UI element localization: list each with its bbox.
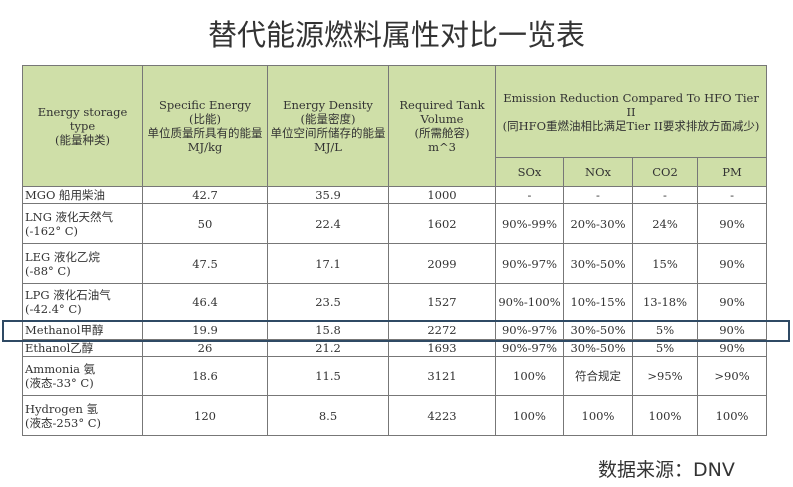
cell-name: Hydrogen 氢 (液态-253° C) bbox=[22, 395, 143, 436]
header-emission: Emission Reduction Compared To HFO Tier … bbox=[494, 65, 768, 158]
cell-nox: 30%-50% bbox=[563, 243, 633, 284]
table-row: LPG 液化石油气 (-42.4° C) 46.4 23.5 1527 90%-100%… bbox=[22, 283, 768, 321]
cell-pm: 90% bbox=[696, 203, 768, 244]
highlight-box-methanol bbox=[2, 320, 790, 342]
table-row: Ethanol乙醇 26 21.2 1693 90%-97% 30%-50% 5% 90% bbox=[22, 339, 768, 357]
cell-pm: >90% bbox=[696, 356, 768, 396]
cell-sox: 90%-97% bbox=[495, 339, 564, 357]
cell-density: 22.4 bbox=[267, 203, 389, 244]
cell-name: Ammonia 氨 (液态-33° C) bbox=[22, 356, 143, 396]
cell-specific: 50 bbox=[142, 203, 268, 244]
cell-pm: 90% bbox=[696, 339, 768, 357]
cell-name: LNG 液化天然气 (-162° C) bbox=[22, 203, 143, 244]
cell-nox: 100% bbox=[563, 395, 633, 436]
page-title: 替代能源燃料属性对比一览表 bbox=[207, 18, 585, 52]
cell-nox: 20%-30% bbox=[563, 203, 633, 244]
header-tank-volume: Required Tank Volume (所需舱容) m^3 bbox=[388, 65, 496, 187]
cell-sox: 90%-100% bbox=[495, 283, 564, 321]
cell-sox: 100% bbox=[495, 356, 564, 396]
cell-specific: 120 bbox=[142, 395, 268, 436]
cell-specific: 47.5 bbox=[142, 243, 268, 284]
cell-name: Ethanol乙醇 bbox=[22, 339, 143, 357]
cell-name: LPG 液化石油气 (-42.4° C) bbox=[22, 283, 143, 321]
cell-specific: 18.6 bbox=[142, 356, 268, 396]
header-co2: CO2 bbox=[632, 157, 698, 187]
header-sox: SOx bbox=[495, 157, 564, 187]
cell-specific: 26 bbox=[142, 339, 268, 357]
table-row: Ammonia 氨 (液态-33° C) 18.6 11.5 3121 100% 符合规定… bbox=[22, 356, 768, 396]
cell-pm: 100% bbox=[696, 395, 768, 436]
cell-density: 11.5 bbox=[267, 356, 389, 396]
cell-co2: >95% bbox=[632, 356, 698, 396]
cell-tank: 2099 bbox=[388, 243, 496, 284]
cell-co2: 13-18% bbox=[632, 283, 698, 321]
cell-tank: 1000 bbox=[388, 186, 496, 204]
cell-name: LEG 液化乙烷 (-88° C) bbox=[22, 243, 143, 284]
fuel-comparison-table: Energy storage type (能量种类) Specific Ener… bbox=[22, 65, 768, 436]
table-row: LEG 液化乙烷 (-88° C) 47.5 17.1 2099 90%-97% 30%-… bbox=[22, 243, 768, 284]
cell-specific: 42.7 bbox=[142, 186, 268, 204]
header-pm: PM bbox=[696, 157, 768, 187]
table-row: Methanol甲醇 19.9 15.8 2272 90%-97% 30%-50% 5% 90… bbox=[22, 320, 768, 340]
cell-tank: 1602 bbox=[388, 203, 496, 244]
cell-tank: 3121 bbox=[388, 356, 496, 396]
cell-nox: 30%-50% bbox=[563, 320, 633, 340]
header-nox: NOx bbox=[563, 157, 633, 187]
cell-co2: - bbox=[632, 186, 698, 204]
cell-density: 17.1 bbox=[267, 243, 389, 284]
table-row: LNG 液化天然气 (-162° C) 50 22.4 1602 90%-99% 20%-… bbox=[22, 203, 768, 244]
cell-nox: 10%-15% bbox=[563, 283, 633, 321]
cell-pm: - bbox=[696, 186, 768, 204]
header-specific-energy: Specific Energy (比能) 单位质量所具有的能量 MJ/kg bbox=[142, 65, 268, 187]
cell-specific: 46.4 bbox=[142, 283, 268, 321]
cell-nox: 符合规定 bbox=[563, 356, 633, 396]
cell-density: 35.9 bbox=[267, 186, 389, 204]
cell-tank: 1527 bbox=[388, 283, 496, 321]
cell-sox: - bbox=[495, 186, 564, 204]
cell-nox: - bbox=[563, 186, 633, 204]
cell-density: 21.2 bbox=[267, 339, 389, 357]
cell-co2: 5% bbox=[632, 339, 698, 357]
cell-density: 8.5 bbox=[267, 395, 389, 436]
cell-sox: 90%-99% bbox=[495, 203, 564, 244]
cell-pm: 90% bbox=[696, 283, 768, 321]
table-row: Hydrogen 氢 (液态-253° C) 120 8.5 4223 100% 100%… bbox=[22, 395, 768, 436]
source-note: 数据来源：DNV bbox=[598, 459, 735, 481]
cell-density: 23.5 bbox=[267, 283, 389, 321]
cell-name: MGO 船用柴油 bbox=[22, 186, 143, 204]
cell-co2: 100% bbox=[632, 395, 698, 436]
cell-pm: 90% bbox=[696, 243, 768, 284]
cell-nox: 30%-50% bbox=[563, 339, 633, 357]
cell-co2: 24% bbox=[632, 203, 698, 244]
header-type: Energy storage type (能量种类) bbox=[22, 65, 143, 187]
cell-sox: 100% bbox=[495, 395, 564, 436]
header-energy-density: Energy Density (能量密度) 单位空间所储存的能量 MJ/L bbox=[267, 65, 389, 187]
table-row: MGO 船用柴油 42.7 35.9 1000- - - - bbox=[22, 186, 768, 204]
cell-tank: 4223 bbox=[388, 395, 496, 436]
cell-sox: 90%-97% bbox=[495, 243, 564, 284]
cell-co2: 15% bbox=[632, 243, 698, 284]
cell-tank: 1693 bbox=[388, 339, 496, 357]
